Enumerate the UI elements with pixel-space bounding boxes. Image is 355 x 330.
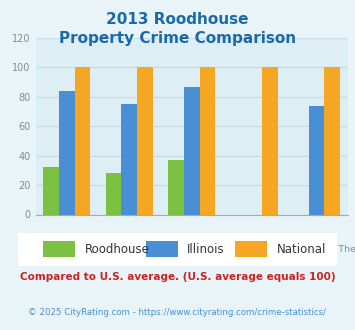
Bar (59, 91, 75, 214)
Text: Arson: Arson (241, 233, 268, 242)
Text: National: National (277, 243, 326, 256)
Bar (121, 104, 137, 214)
Bar (262, 67, 278, 214)
Text: 2013 Roodhouse: 2013 Roodhouse (106, 12, 249, 26)
Bar (324, 67, 340, 214)
Text: Property Crime Comparison: Property Crime Comparison (59, 31, 296, 46)
Bar (43, 167, 59, 214)
FancyBboxPatch shape (146, 241, 178, 257)
Text: Compared to U.S. average. (U.S. average equals 100): Compared to U.S. average. (U.S. average … (20, 272, 335, 282)
Bar (168, 160, 184, 214)
Text: Burglary: Burglary (109, 233, 149, 242)
Text: Larceny & Theft: Larceny & Theft (154, 245, 230, 254)
Text: Roodhouse: Roodhouse (85, 243, 150, 256)
Bar (106, 173, 121, 214)
FancyBboxPatch shape (235, 241, 267, 257)
Text: © 2025 CityRating.com - https://www.cityrating.com/crime-statistics/: © 2025 CityRating.com - https://www.city… (28, 308, 327, 316)
Bar (137, 67, 153, 214)
Text: Illinois: Illinois (187, 243, 225, 256)
Bar (184, 86, 200, 214)
FancyBboxPatch shape (43, 241, 75, 257)
Bar (75, 67, 90, 214)
Text: Motor Vehicle Theft: Motor Vehicle Theft (271, 245, 355, 254)
Text: All Property Crime: All Property Crime (23, 245, 110, 254)
Bar (200, 67, 215, 214)
Bar (309, 106, 324, 214)
